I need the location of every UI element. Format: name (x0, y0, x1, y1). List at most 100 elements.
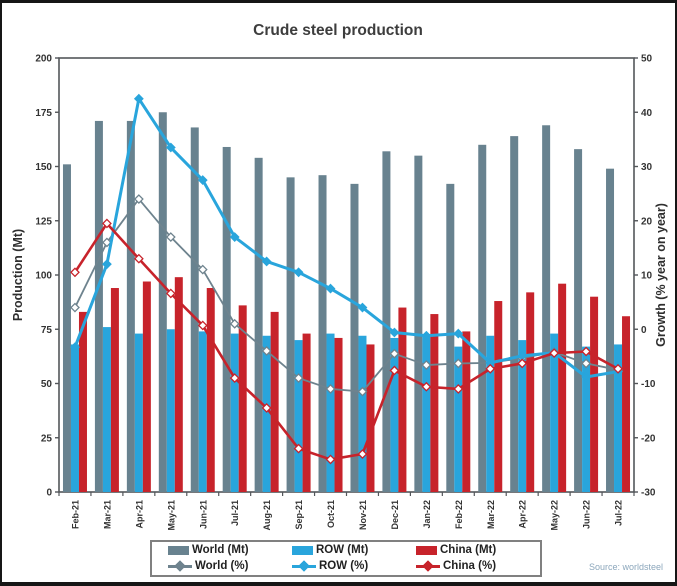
bar (398, 307, 407, 492)
bar (158, 112, 167, 492)
bar (206, 288, 215, 492)
left-axis-tick-label: 125 (35, 216, 52, 227)
diamond-marker (229, 232, 240, 242)
right-axis-tick-label: -30 (641, 488, 656, 499)
x-axis-label: Feb-22 (454, 500, 464, 529)
x-axis-label: Apr-21 (134, 500, 144, 529)
line-path (73, 97, 620, 379)
diamond-marker (293, 443, 304, 454)
bar (294, 340, 303, 492)
bar (78, 311, 87, 492)
bars-row-mt (70, 327, 623, 492)
diamond-marker (101, 237, 112, 248)
bar (622, 316, 631, 492)
bar (478, 144, 487, 493)
crude-steel-chart: Crude steel production Production (Mt) G… (11, 22, 668, 531)
diamond-marker (485, 363, 496, 374)
bar (510, 136, 519, 492)
legend-line-swatch (416, 560, 440, 572)
legend: World (Mt) ROW (Mt) China (Mt) World (%) ROW… (150, 540, 542, 577)
x-axis-label: Feb-21 (70, 500, 80, 529)
diamond-marker (165, 142, 176, 153)
diamond-marker (517, 358, 528, 369)
legend-bar-swatch (416, 546, 437, 556)
bar (590, 296, 599, 492)
left-axis-tick-label: 25 (41, 433, 53, 444)
diamond-marker (165, 288, 176, 299)
diamond-marker (197, 264, 208, 275)
line-path (74, 198, 619, 393)
legend-item-world-mt: World (Mt) (168, 544, 292, 557)
bar (334, 337, 343, 492)
x-axis-label: Apr-22 (518, 500, 528, 529)
bar (134, 333, 143, 492)
diamond-marker (421, 381, 432, 392)
bar (126, 120, 135, 493)
legend-item-row-mt: ROW (Mt) (292, 544, 416, 557)
legend-label: ROW (%) (319, 559, 369, 572)
chart-title: Crude steel production (253, 22, 423, 39)
bar (254, 157, 263, 492)
x-axis-label: Nov-21 (358, 500, 368, 530)
right-axis-tick-label: 10 (641, 271, 653, 282)
diamond-marker (581, 372, 592, 382)
bar (222, 146, 231, 492)
x-axis-label: May-21 (166, 500, 176, 531)
bar (270, 311, 279, 492)
left-axis-tick-label: 200 (35, 54, 52, 65)
left-axis-tick-label: 150 (35, 162, 52, 173)
x-axis-label: Jul-22 (614, 500, 624, 526)
right-axis-title: Growth (% year on year) (654, 203, 668, 347)
legend-label: China (Mt) (440, 544, 497, 556)
x-axis-label: Mar-22 (486, 500, 496, 529)
bar (166, 329, 175, 492)
bar (558, 283, 567, 492)
diamond-marker (453, 328, 464, 339)
x-axis-label: Jun-21 (198, 500, 208, 529)
left-axis-tick-label: 0 (46, 488, 52, 499)
bar (582, 346, 591, 492)
diamond-marker (357, 449, 368, 459)
x-axis-label: Aug-21 (262, 500, 272, 531)
diamond-marker (261, 346, 272, 356)
diamond-marker (165, 232, 176, 242)
diamond-marker (70, 302, 80, 313)
legend-label: World (%) (195, 559, 249, 572)
legend-label: ROW (Mt) (316, 544, 369, 556)
diamond-marker (325, 283, 336, 294)
bar (302, 333, 311, 492)
x-axis-label: Jul-21 (230, 500, 240, 526)
bar (494, 301, 503, 492)
right-axis-tick-label: 30 (641, 162, 653, 173)
legend-bar-swatch (168, 546, 189, 556)
diamond-marker (229, 318, 240, 329)
source-note: Source: worldsteel (588, 562, 663, 572)
bar (550, 333, 559, 492)
bar (326, 333, 335, 492)
diamond-marker (261, 402, 272, 413)
bars-world-mt (62, 112, 615, 493)
x-axis-label: Mar-21 (102, 500, 112, 529)
bar (318, 175, 327, 492)
bar (414, 155, 423, 492)
diamond-marker (325, 454, 336, 465)
bar (518, 340, 527, 492)
bar (350, 183, 359, 493)
right-axis-tick-label: 0 (641, 325, 647, 336)
diamond-marker (70, 342, 80, 353)
x-axis-label: Sep-21 (294, 500, 304, 530)
diamond-marker (389, 327, 400, 338)
diamond-marker (357, 386, 368, 397)
bar (286, 177, 295, 492)
bar (102, 327, 111, 492)
bars-china-mt (78, 277, 631, 492)
bar (190, 127, 199, 492)
right-axis-tick-label: 50 (641, 54, 653, 65)
left-axis-tick-label: 175 (35, 108, 52, 119)
right-axis-tick-label: -20 (641, 433, 656, 444)
bar (542, 125, 551, 493)
legend-item-world: World (%) (168, 559, 292, 573)
diamond-marker (389, 348, 400, 359)
x-axis-label: Jan-22 (422, 500, 432, 529)
